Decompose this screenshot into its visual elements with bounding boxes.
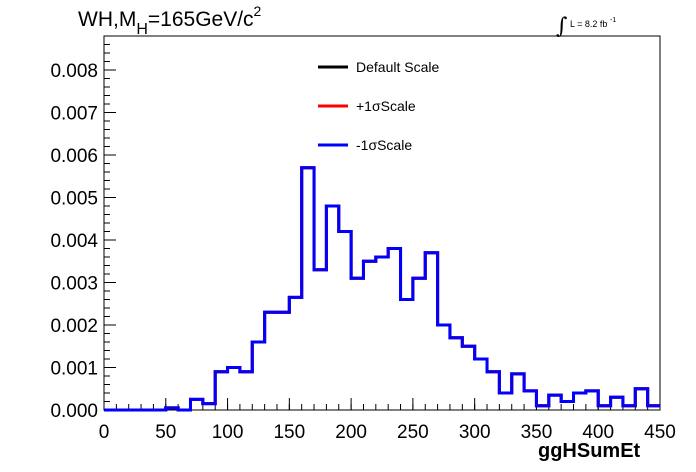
y-tick-label: 0.006: [50, 146, 98, 167]
y-tick-label: 0.002: [50, 316, 98, 337]
y-tick-label: 0.005: [50, 189, 98, 210]
chart-title: WH,MH=165GeV/c2: [78, 3, 261, 38]
luminosity-text: L = 8.2 fb: [569, 19, 608, 29]
y-tick-label: 0.004: [50, 231, 98, 252]
series-line-2: [104, 166, 660, 412]
integral-symbol: ∫: [556, 14, 568, 39]
plot-frame-rect: [103, 35, 661, 411]
plot-frame: [103, 35, 661, 411]
x-tick-label: 300: [459, 422, 491, 443]
y-tick-label: 0.008: [50, 61, 98, 82]
legend-label-0: Default Scale: [356, 59, 439, 75]
x-tick-label: 400: [582, 422, 614, 443]
legend-label-2: -1σScale: [356, 137, 412, 153]
y-tick-label: 0.001: [50, 359, 98, 380]
x-axis: 0 50 100 150 200 250 300 350 400 450: [99, 398, 676, 443]
x-tick-label: 50: [155, 422, 176, 443]
histogram-series: [104, 166, 660, 412]
luminosity-exponent: -1: [609, 17, 617, 24]
x-tick-label: 450: [644, 422, 676, 443]
title-rest: =165GeV/c: [147, 8, 254, 31]
x-tick-label: 100: [212, 422, 244, 443]
x-tick-label: 200: [335, 422, 367, 443]
series-line-0: [104, 166, 660, 412]
luminosity-label: ∫ L = 8.2 fb -1: [556, 8, 617, 39]
title-subscript: H: [136, 21, 148, 38]
legend: Default Scale +1σScale -1σScale: [318, 59, 439, 153]
x-tick-label: 0: [99, 422, 110, 443]
title-superscript: 2: [253, 3, 262, 19]
x-tick-label: 350: [521, 422, 553, 443]
x-tick-label: 150: [273, 422, 305, 443]
legend-label-1: +1σScale: [356, 98, 416, 114]
y-tick-label: 0.007: [50, 104, 98, 125]
title-main: WH,M: [78, 8, 137, 31]
y-tick-label: 0.003: [50, 274, 98, 295]
y-tick-label: 0.000: [50, 401, 98, 422]
x-axis-label: ggHSumEt: [538, 440, 641, 462]
y-axis: 0.000 0.001 0.002 0.003 0.004 0.005 0.006 0.007…: [50, 35, 116, 422]
x-tick-label: 250: [397, 422, 429, 443]
series-line-1: [104, 166, 660, 412]
